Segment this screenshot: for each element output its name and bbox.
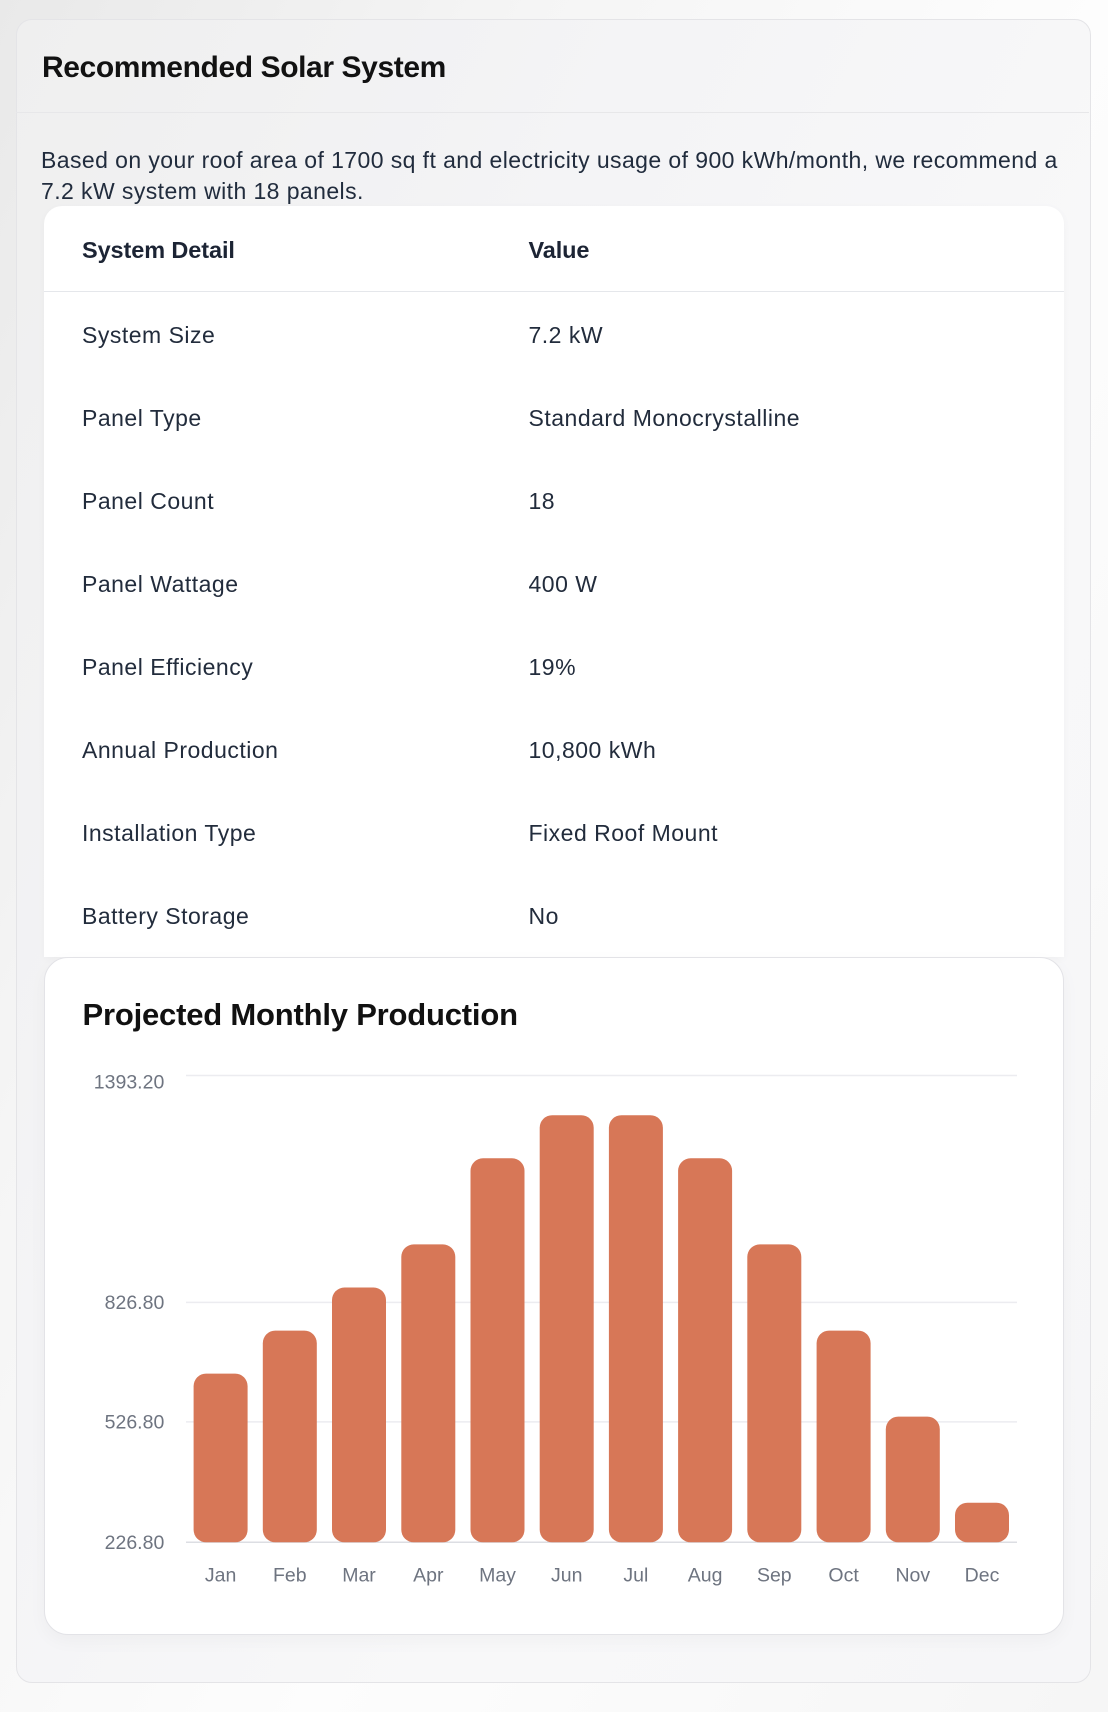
svg-text:526.80: 526.80	[105, 1412, 165, 1434]
svg-text:Sep: Sep	[757, 1565, 792, 1587]
svg-text:Mar: Mar	[342, 1565, 376, 1587]
svg-text:826.80: 826.80	[105, 1292, 165, 1314]
svg-text:May: May	[479, 1565, 516, 1587]
svg-text:226.80: 226.80	[105, 1532, 165, 1554]
svg-text:1393.20: 1393.20	[94, 1072, 165, 1094]
svg-text:Dec: Dec	[965, 1565, 1000, 1587]
svg-text:Jul: Jul	[623, 1565, 648, 1587]
svg-text:Aug: Aug	[688, 1565, 723, 1587]
svg-text:Feb: Feb	[273, 1565, 307, 1587]
svg-text:Jun: Jun	[551, 1565, 582, 1587]
svg-text:Jan: Jan	[205, 1565, 236, 1587]
svg-text:Nov: Nov	[895, 1565, 930, 1587]
svg-text:Oct: Oct	[828, 1565, 859, 1587]
svg-text:Apr: Apr	[413, 1565, 444, 1587]
